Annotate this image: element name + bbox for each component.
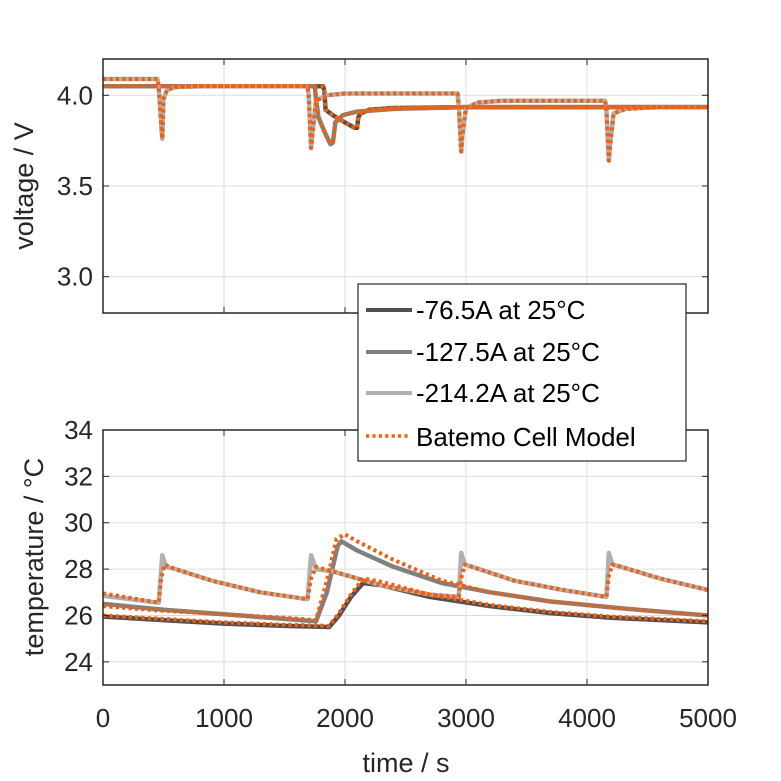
legend-label-76-5a: -76.5A at 25°C xyxy=(416,295,585,325)
legend-label-214-2a: -214.2A at 25°C xyxy=(416,378,600,408)
voltage-y-axis-label: voltage / V xyxy=(9,122,39,250)
time-x-axis-label: time / s xyxy=(362,748,449,778)
voltage-series-batemo-model xyxy=(103,77,708,163)
voltage-series-batemo-model xyxy=(103,84,708,147)
temperature-y-tick-label: 34 xyxy=(64,415,93,445)
x-tick-label: 0 xyxy=(96,703,110,733)
temperature-plot-area xyxy=(103,430,708,685)
temperature-series-measured xyxy=(103,580,708,630)
x-tick-label: 5000 xyxy=(679,703,737,733)
temperature-axes: 0 1000 2000 3000 4000 5000 24 26 28 30 32 34 temper… xyxy=(19,415,737,778)
legend-label-batemo: Batemo Cell Model xyxy=(416,422,636,452)
temperature-series xyxy=(103,532,708,630)
temperature-series-batemo-model xyxy=(103,532,708,623)
temperature-y-tick-label: 30 xyxy=(64,508,93,538)
legend: -76.5A at 25°C -127.5A at 25°C -214.2A a… xyxy=(357,283,687,462)
voltage-series xyxy=(103,76,708,163)
voltage-y-tick-label: 3.5 xyxy=(57,171,93,201)
x-tick-label: 2000 xyxy=(316,703,374,733)
temperature-y-axis-label: temperature / °C xyxy=(19,458,49,656)
temperature-ticks: 0 1000 2000 3000 4000 5000 24 26 28 30 32 34 xyxy=(64,415,737,733)
legend-box xyxy=(357,283,687,462)
x-tick-label: 1000 xyxy=(195,703,253,733)
temperature-y-tick-label: 32 xyxy=(64,461,93,491)
voltage-axes: 3.0 3.5 4.0 voltage / V xyxy=(9,58,709,314)
x-tick-label: 4000 xyxy=(558,703,616,733)
x-tick-label: 3000 xyxy=(437,703,495,733)
temperature-y-tick-label: 24 xyxy=(64,647,93,677)
temperature-y-tick-label: 26 xyxy=(64,600,93,630)
voltage-y-tick-label: 4.0 xyxy=(57,80,93,110)
temperature-y-tick-label: 28 xyxy=(64,554,93,584)
legend-label-127-5a: -127.5A at 25°C xyxy=(416,337,600,367)
voltage-y-tick-label: 3.0 xyxy=(57,262,93,292)
